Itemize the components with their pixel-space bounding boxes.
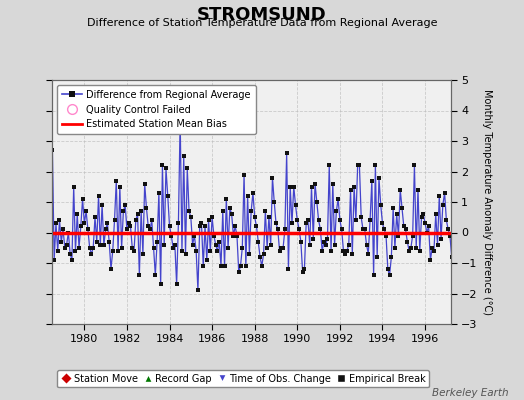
Text: Berkeley Earth: Berkeley Earth xyxy=(432,388,508,398)
Legend: Station Move, Record Gap, Time of Obs. Change, Empirical Break: Station Move, Record Gap, Time of Obs. C… xyxy=(57,370,430,388)
Text: STROMSUND: STROMSUND xyxy=(197,6,327,24)
Text: Difference of Station Temperature Data from Regional Average: Difference of Station Temperature Data f… xyxy=(87,18,437,28)
Y-axis label: Monthly Temperature Anomaly Difference (°C): Monthly Temperature Anomaly Difference (… xyxy=(482,89,492,315)
